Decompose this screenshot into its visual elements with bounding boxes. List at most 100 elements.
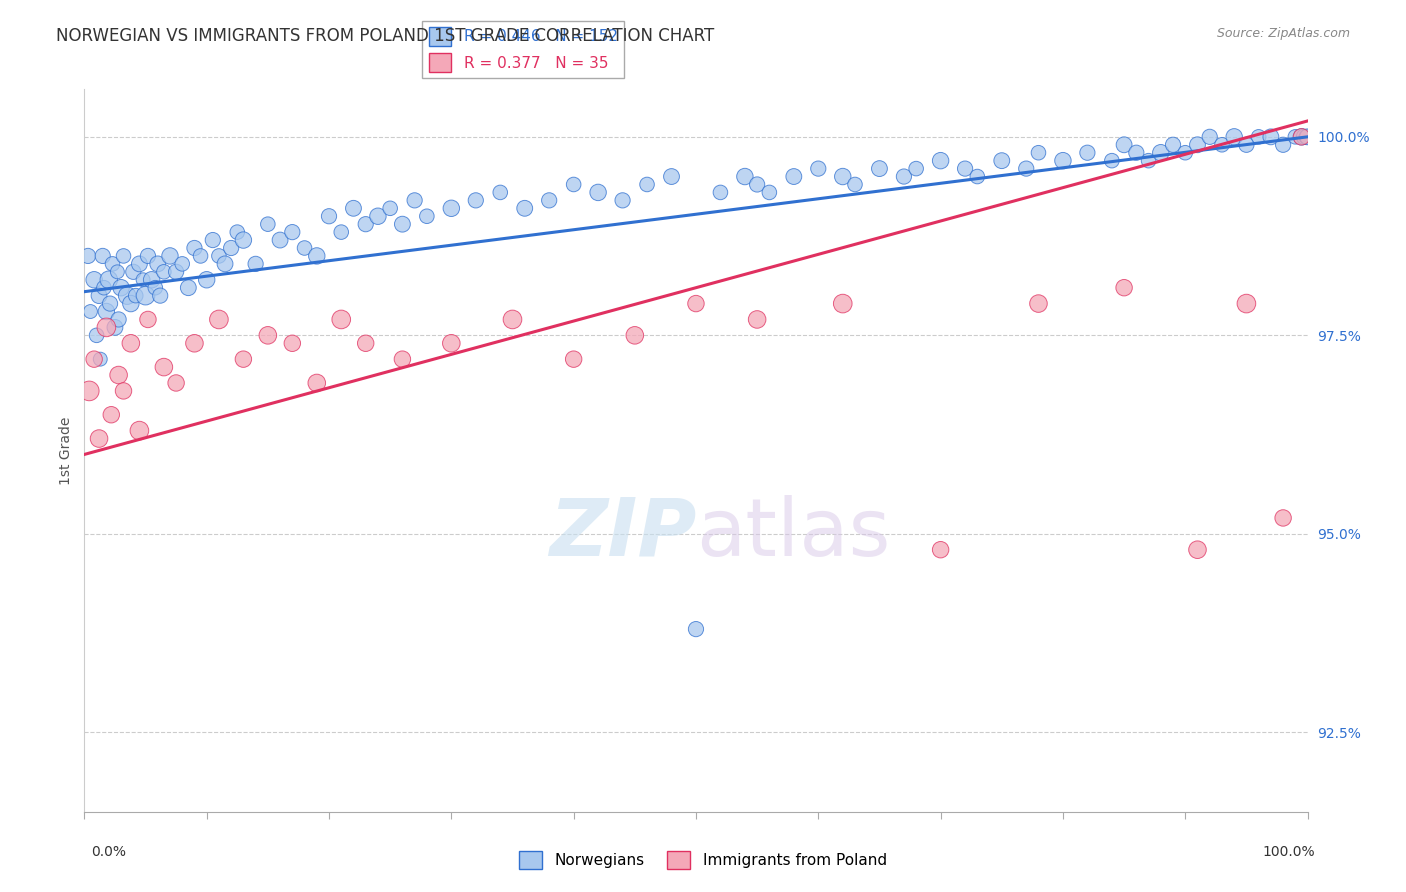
Point	[1291, 129, 1313, 144]
Legend: Norwegians, Immigrants from Poland: Norwegians, Immigrants from Poland	[513, 845, 893, 875]
Text: 0.0%: 0.0%	[91, 845, 127, 859]
Point	[305, 376, 328, 390]
Point	[135, 288, 157, 302]
Point	[562, 352, 585, 367]
Point	[226, 225, 249, 239]
Point	[1137, 153, 1160, 168]
Point	[86, 328, 108, 343]
Point	[245, 257, 267, 271]
Point	[1247, 129, 1270, 144]
Point	[115, 288, 138, 302]
Text: ZIP: ZIP	[548, 495, 696, 573]
Point	[146, 257, 169, 271]
Point	[159, 249, 181, 263]
Legend: R = 0.446   N = 152, R = 0.377   N = 35: R = 0.446 N = 152, R = 0.377 N = 35	[422, 21, 624, 78]
Point	[153, 265, 176, 279]
Point	[440, 202, 463, 216]
Point	[783, 169, 806, 184]
Point	[1284, 129, 1306, 144]
Point	[1161, 137, 1184, 152]
Point	[991, 153, 1014, 168]
Point	[624, 328, 647, 343]
Point	[404, 194, 426, 208]
Point	[1272, 511, 1295, 525]
Point	[893, 169, 915, 184]
Point	[257, 217, 280, 231]
Y-axis label: 1st Grade: 1st Grade	[59, 417, 73, 484]
Point	[636, 178, 658, 192]
Point	[1015, 161, 1038, 176]
Point	[107, 368, 129, 382]
Point	[136, 249, 159, 263]
Point	[844, 178, 866, 192]
Point	[120, 336, 142, 351]
Point	[132, 273, 155, 287]
Point	[208, 249, 231, 263]
Point	[807, 161, 830, 176]
Point	[269, 233, 291, 247]
Point	[391, 217, 413, 231]
Point	[1295, 129, 1317, 144]
Point	[98, 296, 121, 310]
Point	[1260, 129, 1282, 144]
Point	[734, 169, 756, 184]
Point	[1052, 153, 1074, 168]
Point	[367, 209, 389, 223]
Point	[318, 209, 340, 223]
Point	[489, 186, 512, 200]
Point	[747, 178, 769, 192]
Point	[758, 186, 780, 200]
Point	[416, 209, 439, 223]
Point	[183, 241, 205, 255]
Point	[125, 288, 148, 302]
Point	[122, 265, 145, 279]
Point	[929, 542, 952, 557]
Point	[1272, 137, 1295, 152]
Point	[120, 296, 142, 310]
Point	[89, 352, 111, 367]
Point	[905, 161, 928, 176]
Point	[661, 169, 683, 184]
Point	[1292, 129, 1315, 144]
Point	[201, 233, 224, 247]
Point	[141, 273, 163, 287]
Point	[93, 281, 115, 295]
Point	[101, 257, 124, 271]
Point	[128, 424, 150, 438]
Point	[87, 432, 110, 446]
Point	[1187, 137, 1209, 152]
Point	[183, 336, 205, 351]
Point	[354, 217, 377, 231]
Point	[104, 320, 127, 334]
Point	[232, 352, 254, 367]
Point	[105, 265, 128, 279]
Point	[330, 225, 353, 239]
Point	[165, 265, 187, 279]
Point	[77, 249, 100, 263]
Point	[281, 225, 304, 239]
Point	[112, 384, 135, 398]
Point	[195, 273, 218, 287]
Point	[294, 241, 316, 255]
Point	[172, 257, 194, 271]
Point	[831, 169, 853, 184]
Point	[77, 384, 100, 398]
Point	[112, 249, 135, 263]
Point	[869, 161, 891, 176]
Text: NORWEGIAN VS IMMIGRANTS FROM POLAND 1ST GRADE CORRELATION CHART: NORWEGIAN VS IMMIGRANTS FROM POLAND 1ST …	[56, 27, 714, 45]
Point	[1028, 145, 1050, 160]
Text: Source: ZipAtlas.com: Source: ZipAtlas.com	[1216, 27, 1350, 40]
Point	[219, 241, 242, 255]
Point	[966, 169, 988, 184]
Point	[502, 312, 524, 326]
Point	[208, 312, 231, 326]
Point	[281, 336, 304, 351]
Point	[232, 233, 254, 247]
Point	[1125, 145, 1147, 160]
Point	[953, 161, 976, 176]
Point	[685, 296, 707, 310]
Point	[79, 304, 101, 318]
Point	[87, 288, 110, 302]
Point	[1291, 129, 1313, 144]
Point	[1076, 145, 1098, 160]
